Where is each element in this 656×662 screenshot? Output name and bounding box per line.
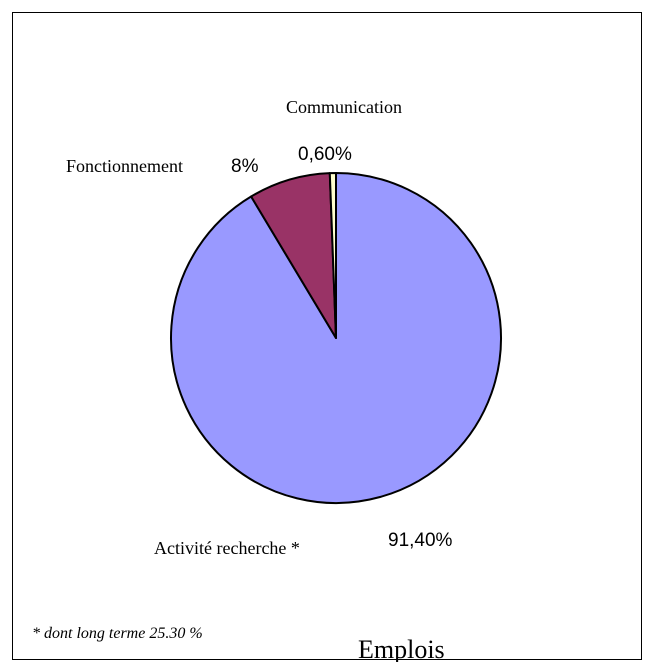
label-fonctionnement: Fonctionnement xyxy=(66,156,183,176)
chart-frame xyxy=(12,12,642,660)
pie-slice-2 xyxy=(328,172,337,339)
value-label-activite-recherche: 91,40% xyxy=(388,530,453,551)
pie-slices xyxy=(170,172,502,504)
value-label-communication: 0,60% xyxy=(298,144,352,165)
footnote: * dont long terme 25.30 % xyxy=(32,625,203,642)
label-communication: Communication xyxy=(286,97,402,117)
chart-title: Emplois xyxy=(358,635,445,662)
value-label-fonctionnement: 8% xyxy=(231,156,259,177)
label-activite-recherche: Activité recherche * xyxy=(154,538,300,558)
